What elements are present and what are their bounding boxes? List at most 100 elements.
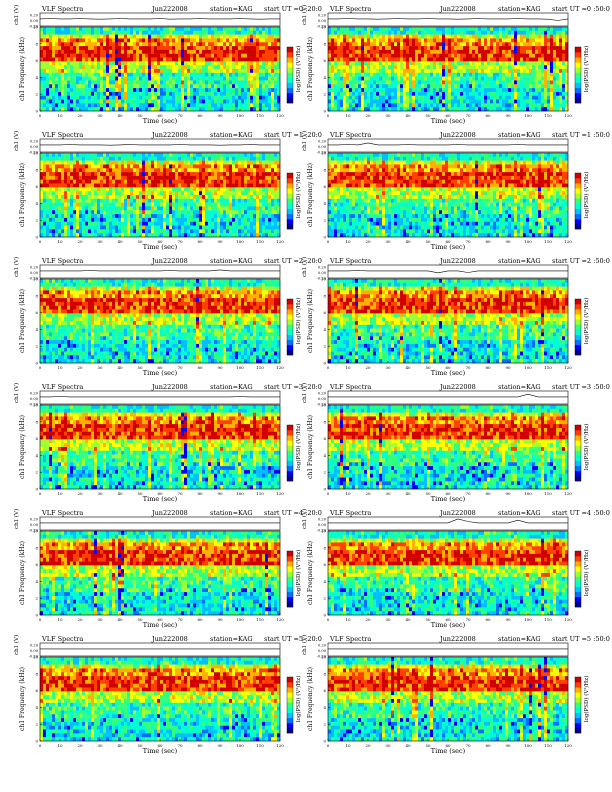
panel-title: VLF Spectra — [329, 509, 371, 517]
panel-title: VLF Spectra — [329, 131, 371, 139]
panel-start-time: start UT =4 :50:0 — [552, 509, 610, 517]
trace-ytick-label: 0.00 — [318, 19, 327, 23]
xtick-label: 0 — [327, 113, 330, 118]
xtick-label: 90 — [505, 743, 511, 748]
panel-title: VLF Spectra — [41, 131, 83, 139]
trace-line — [328, 142, 568, 146]
panel-station: station=KAG — [210, 131, 253, 139]
spectrogram-panel: VLF Spectra Jun222008 station=KAG start UT … — [301, 383, 610, 503]
spectrogram-panel: VLF Spectra Jun222008 station=KAG start UT … — [13, 5, 322, 125]
xtick-label: 30 — [385, 491, 391, 496]
spectrogram-image — [328, 531, 569, 616]
xtick-label: 100 — [524, 113, 532, 118]
trace-ytick-label: -0.20 — [29, 151, 39, 155]
panel-date: Jun222008 — [151, 383, 188, 391]
xtick-label: 120 — [564, 365, 572, 370]
panel-station: station=KAG — [210, 509, 253, 517]
xtick-label: 110 — [544, 491, 552, 496]
xtick-label: 0 — [39, 239, 42, 244]
colorbar — [286, 550, 294, 608]
xtick-label: 120 — [276, 617, 284, 622]
xtick-label: 90 — [217, 239, 223, 244]
spectrogram-image — [40, 279, 281, 364]
ytick-label: 4 — [323, 75, 326, 80]
xtick-label: 100 — [524, 365, 532, 370]
xtick-label: 50 — [137, 617, 143, 622]
xtick-label: 0 — [39, 743, 42, 748]
xtick-label: 120 — [564, 491, 572, 496]
trace-ylabel: ch1 (V) — [301, 131, 308, 151]
trace-frame — [327, 642, 569, 657]
panel-title: VLF Spectra — [329, 635, 371, 643]
panel-date: Jun222008 — [439, 383, 476, 391]
xtick-label: 80 — [197, 743, 203, 748]
ytick-label: 4 — [323, 705, 326, 710]
xtick-label: 40 — [405, 365, 411, 370]
spectrogram-image — [40, 531, 281, 616]
ytick-label: 6 — [35, 184, 38, 189]
ytick-label: 2 — [35, 344, 38, 349]
spectrogram-image — [328, 279, 569, 364]
xtick-label: 100 — [236, 617, 244, 622]
spectrogram-ylabel: ch1 Frequency (kHz) — [19, 541, 26, 605]
xaxis-label: Time (sec) — [143, 369, 178, 377]
spectrogram-panel: VLF Spectra Jun222008 station=KAG start UT … — [301, 635, 610, 755]
colorbar-label: log(PSD) (V²/Hz) — [295, 46, 302, 93]
trace-ylabel: ch1 (V) — [301, 257, 308, 277]
ytick-label: 6 — [323, 310, 326, 315]
ytick-label: 6 — [35, 688, 38, 693]
ytick-label: 4 — [35, 579, 38, 584]
trace-ytick-label: -0.20 — [317, 403, 327, 407]
spectrogram-image — [40, 27, 281, 112]
panel-start-time: start UT =1 :50:0 — [552, 131, 610, 139]
xtick-label: 80 — [485, 491, 491, 496]
trace-ylabel: ch1 (V) — [301, 383, 308, 403]
panel-date: Jun222008 — [151, 131, 188, 139]
xtick-label: 30 — [97, 743, 103, 748]
panel-station: station=KAG — [210, 5, 253, 13]
xtick-label: 60 — [445, 617, 451, 622]
panel-station: station=KAG — [498, 635, 541, 643]
panel-start-time: start UT =5 :20:0 — [264, 635, 322, 643]
panel-date: Jun222008 — [439, 5, 476, 13]
trace-frame — [39, 390, 281, 405]
xaxis-label: Time (sec) — [431, 621, 466, 629]
ytick-label: 2 — [323, 722, 326, 727]
colorbar — [286, 298, 294, 356]
trace-frame — [327, 12, 569, 27]
xtick-label: 120 — [564, 113, 572, 118]
colorbar — [286, 676, 294, 734]
ytick-label: 8 — [35, 41, 38, 46]
ytick-label: 10 — [33, 655, 39, 660]
xtick-label: 120 — [276, 365, 284, 370]
ytick-label: 0 — [35, 361, 38, 366]
panel-station: station=KAG — [498, 383, 541, 391]
xtick-label: 30 — [97, 365, 103, 370]
spectrogram-image — [40, 153, 281, 238]
trace-ylabel: ch1 (V) — [301, 509, 308, 529]
trace-ytick-label: 0.00 — [30, 397, 39, 401]
xtick-label: 10 — [345, 365, 351, 370]
xaxis-label: Time (sec) — [143, 747, 178, 755]
trace-ytick-label: 0.20 — [318, 140, 327, 144]
xtick-label: 110 — [544, 113, 552, 118]
xtick-label: 50 — [137, 365, 143, 370]
xtick-label: 80 — [485, 743, 491, 748]
trace-ylabel: ch1 (V) — [13, 509, 20, 529]
xtick-label: 20 — [77, 239, 83, 244]
ytick-label: 0 — [323, 739, 326, 744]
ytick-label: 8 — [35, 419, 38, 424]
panel-station: station=KAG — [210, 635, 253, 643]
trace-ytick-label: 0.20 — [30, 14, 39, 18]
trace-ytick-label: 0.20 — [30, 140, 39, 144]
xtick-label: 20 — [365, 239, 371, 244]
xaxis-label: Time (sec) — [143, 117, 178, 125]
xtick-label: 50 — [425, 491, 431, 496]
xtick-label: 110 — [544, 365, 552, 370]
ytick-label: 6 — [323, 184, 326, 189]
trace-ylabel: ch1 (V) — [13, 383, 20, 403]
xaxis-label: Time (sec) — [143, 495, 178, 503]
trace-ytick-label: 0.00 — [30, 271, 39, 275]
spectrogram-image — [40, 657, 281, 742]
ytick-label: 2 — [323, 92, 326, 97]
